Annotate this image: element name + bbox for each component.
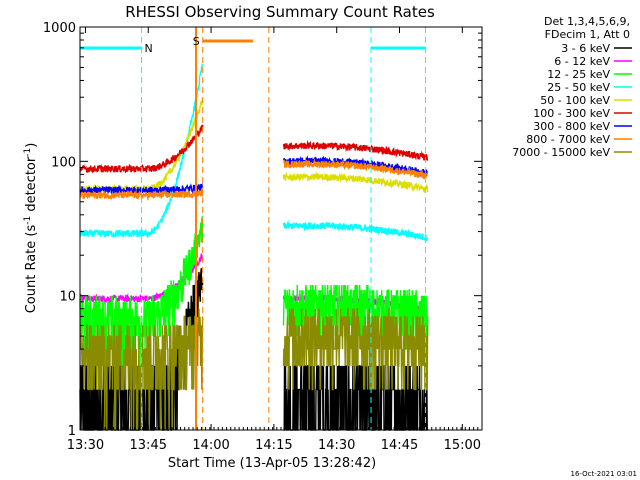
x-tick-label: 14:45 (381, 438, 418, 453)
series-line-segment-post (283, 158, 429, 180)
y-label-part1: Count Rate (s (24, 225, 39, 314)
series-line-segment-post (282, 308, 429, 391)
legend-label: 12 - 25 keV (547, 68, 610, 81)
x-tick-label: 15:00 (444, 438, 481, 453)
legend-header-line-2: FDecim 1, Att 0 (545, 28, 630, 41)
y-tick-label: 1000 (43, 21, 76, 36)
legend-label: 300 - 800 keV (533, 120, 610, 133)
data-layer (79, 62, 429, 431)
series-6to12keV-kev-line (79, 252, 428, 314)
y-tick-label: 1 (68, 424, 76, 439)
x-tick-label: 14:30 (318, 438, 355, 453)
y-label-part2: detector (24, 156, 39, 216)
legend-header-line-1: Det 1,3,4,5,6,9, (544, 15, 630, 28)
series-line-segment-post (283, 365, 428, 431)
x-tick-label: 13:30 (67, 438, 104, 453)
x-tick-label: 14:00 (192, 438, 229, 453)
legend-label: 50 - 100 keV (540, 94, 610, 107)
x-axis-label: Start Time (13-Apr-05 13:28:42) (168, 456, 376, 471)
y-label-sup1: -1 (23, 216, 33, 225)
legend-label: 6 - 12 keV (554, 55, 610, 68)
night-label: N (145, 42, 153, 55)
saa-label: S (193, 35, 200, 48)
series-300to800keV-kev-line (79, 155, 428, 196)
legend-label: 3 - 6 keV (561, 42, 610, 55)
series-line-segment-post (282, 171, 429, 194)
y-label-part3: ) (24, 143, 39, 148)
series-25to50keV-kev-line (79, 62, 429, 242)
y-tick-label: 100 (51, 155, 76, 170)
series-line-segment-post (282, 140, 429, 161)
legend-label: 100 - 300 keV (533, 107, 610, 120)
y-label-sup2: -1 (23, 148, 33, 157)
series-800to7000keV-kev-line (79, 158, 429, 202)
y-axis-label: Count Rate (s-1 detector-1) (23, 143, 39, 314)
legend-label: 7000 - 15000 keV (512, 146, 610, 159)
series-50to100keV-kev-line (79, 98, 429, 196)
series-line-segment-post (282, 219, 429, 242)
x-tick-label: 13:45 (130, 438, 167, 453)
x-tick-label: 14:15 (255, 438, 292, 453)
footer-date: 16-Oct-2021 03:01 (571, 470, 637, 478)
legend-label: 800 - 7000 keV (526, 133, 610, 146)
axes-layer: 13:30 13:45 14:00 14:15 14:30 14:45 15:00 1 10 10… (43, 21, 483, 453)
legend-label: 25 - 50 keV (547, 81, 610, 94)
series-line-segment-pre (79, 188, 204, 202)
chart-title: RHESSI Observing Summary Count Rates (125, 3, 435, 21)
y-tick-label: 10 (59, 290, 76, 305)
